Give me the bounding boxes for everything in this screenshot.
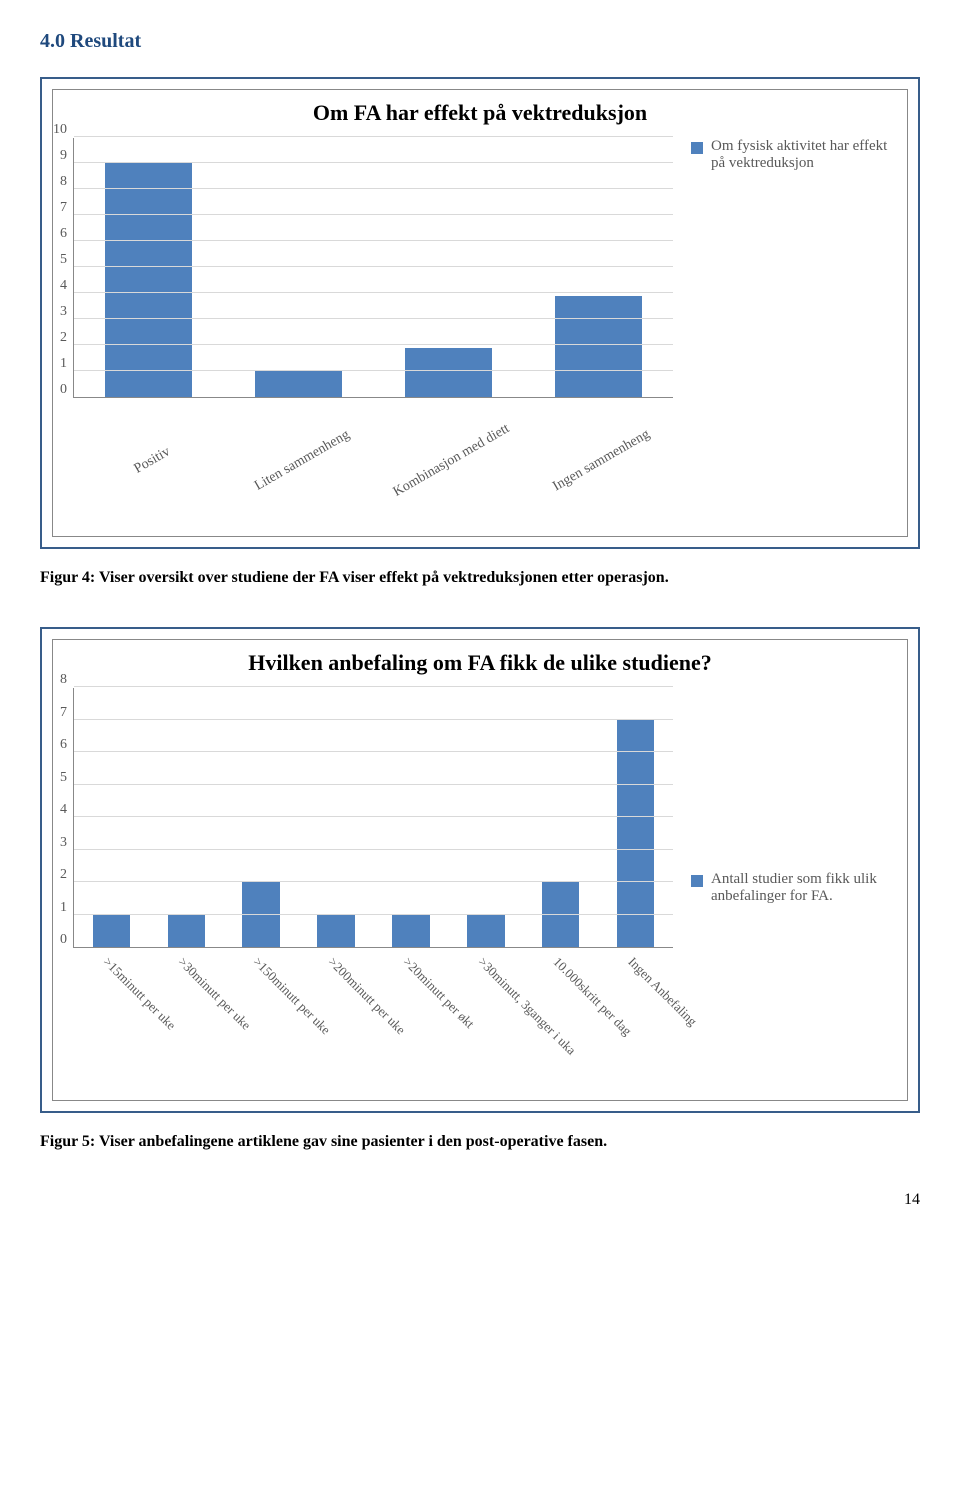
chart1-row: 109876543210 PositivLiten sammenhengKomb… [67, 138, 893, 524]
x-label: Positiv [73, 404, 223, 524]
grid-line [74, 240, 673, 241]
chart2-x-labels: >15minutt per uke>30minutt per uke>150mi… [73, 948, 673, 1088]
chart1-plot-wrap: PositivLiten sammenhengKombinasjon med d… [73, 138, 673, 524]
grid-line [74, 849, 673, 850]
x-label: 10.000skritt per dag [523, 948, 598, 1088]
bar [392, 915, 429, 948]
chart2-title: Hvilken anbefaling om FA fikk de ulike s… [67, 650, 893, 676]
chart1-title: Om FA har effekt på vektreduksjon [67, 100, 893, 126]
page-number: 14 [40, 1191, 920, 1209]
chart1-inner-frame: Om FA har effekt på vektreduksjon 109876… [52, 89, 908, 537]
bar [542, 882, 579, 947]
x-label: >150minutt per uke [223, 948, 298, 1088]
bar-slot [299, 688, 374, 947]
chart1-bars [74, 138, 673, 397]
chart2-plot-wrap: >15minutt per uke>30minutt per uke>150mi… [73, 688, 673, 1088]
chart1-body: 109876543210 PositivLiten sammenhengKomb… [67, 138, 673, 524]
bar [168, 915, 205, 948]
grid-line [74, 881, 673, 882]
grid-line [74, 292, 673, 293]
chart2-outer-frame: Hvilken anbefaling om FA fikk de ulike s… [40, 627, 920, 1113]
bar-slot [523, 688, 598, 947]
grid-line [74, 214, 673, 215]
bar-slot [374, 688, 449, 947]
chart1-x-labels: PositivLiten sammenhengKombinasjon med d… [73, 404, 673, 524]
chart1-legend: Om fysisk aktivitet har effekt på vektre… [673, 138, 893, 172]
bar-slot [598, 688, 673, 947]
grid-line [74, 318, 673, 319]
chart1-outer-frame: Om FA har effekt på vektreduksjon 109876… [40, 77, 920, 549]
section-heading: 4.0 Resultat [40, 30, 920, 53]
grid-line [74, 719, 673, 720]
chart1-plot [73, 138, 673, 398]
bar [93, 915, 130, 948]
chart2-legend-item: Antall studier som fikk ulik anbefalinge… [691, 871, 893, 905]
x-label: Ingen Anbefaling [598, 948, 673, 1088]
bar-slot [374, 138, 524, 397]
grid-line [74, 686, 673, 687]
grid-line [74, 784, 673, 785]
x-label: Liten sammenheng [223, 404, 373, 524]
x-label: >200minutt per uke [298, 948, 373, 1088]
grid-line [74, 266, 673, 267]
grid-line [74, 188, 673, 189]
grid-line [74, 816, 673, 817]
x-label: >20minutt per økt [373, 948, 448, 1088]
bar [317, 915, 354, 948]
grid-line [74, 344, 673, 345]
bar-slot [523, 138, 673, 397]
figure5-caption: Figur 5: Viser anbefalingene artiklene g… [40, 1133, 920, 1151]
x-label: >15minutt per uke [73, 948, 148, 1088]
chart1-legend-label: Om fysisk aktivitet har effekt på vektre… [711, 138, 893, 172]
chart2-row: 876543210 >15minutt per uke>30minutt per… [67, 688, 893, 1088]
bar [467, 915, 504, 948]
bar-slot [74, 688, 149, 947]
x-label: Ingen sammenheng [523, 404, 673, 524]
x-label: >30minutt per uke [148, 948, 223, 1088]
chart2-bars [74, 688, 673, 947]
bar [242, 882, 279, 947]
bar [105, 163, 192, 397]
chart2-inner-frame: Hvilken anbefaling om FA fikk de ulike s… [52, 639, 908, 1101]
grid-line [74, 914, 673, 915]
bar [405, 348, 492, 397]
x-label: >30minutt, 3ganger i uka [448, 948, 523, 1088]
bar [555, 296, 642, 397]
x-label: Kombinasjon med diett [373, 404, 523, 524]
bar-slot [224, 688, 299, 947]
chart2-legend-swatch [691, 875, 703, 887]
chart2-legend: Antall studier som fikk ulik anbefalinge… [673, 871, 893, 905]
chart1-legend-swatch [691, 142, 703, 154]
chart2-legend-label: Antall studier som fikk ulik anbefalinge… [711, 871, 893, 905]
figure4-caption: Figur 4: Viser oversikt over studiene de… [40, 569, 920, 587]
grid-line [74, 751, 673, 752]
grid-line [74, 370, 673, 371]
chart1-legend-item: Om fysisk aktivitet har effekt på vektre… [691, 138, 893, 172]
bar-slot [448, 688, 523, 947]
chart2-body: 876543210 >15minutt per uke>30minutt per… [67, 688, 673, 1088]
bar-slot [74, 138, 224, 397]
bar [255, 371, 342, 397]
bar-slot [224, 138, 374, 397]
chart2-plot [73, 688, 673, 948]
grid-line [74, 136, 673, 137]
grid-line [74, 162, 673, 163]
bar-slot [149, 688, 224, 947]
